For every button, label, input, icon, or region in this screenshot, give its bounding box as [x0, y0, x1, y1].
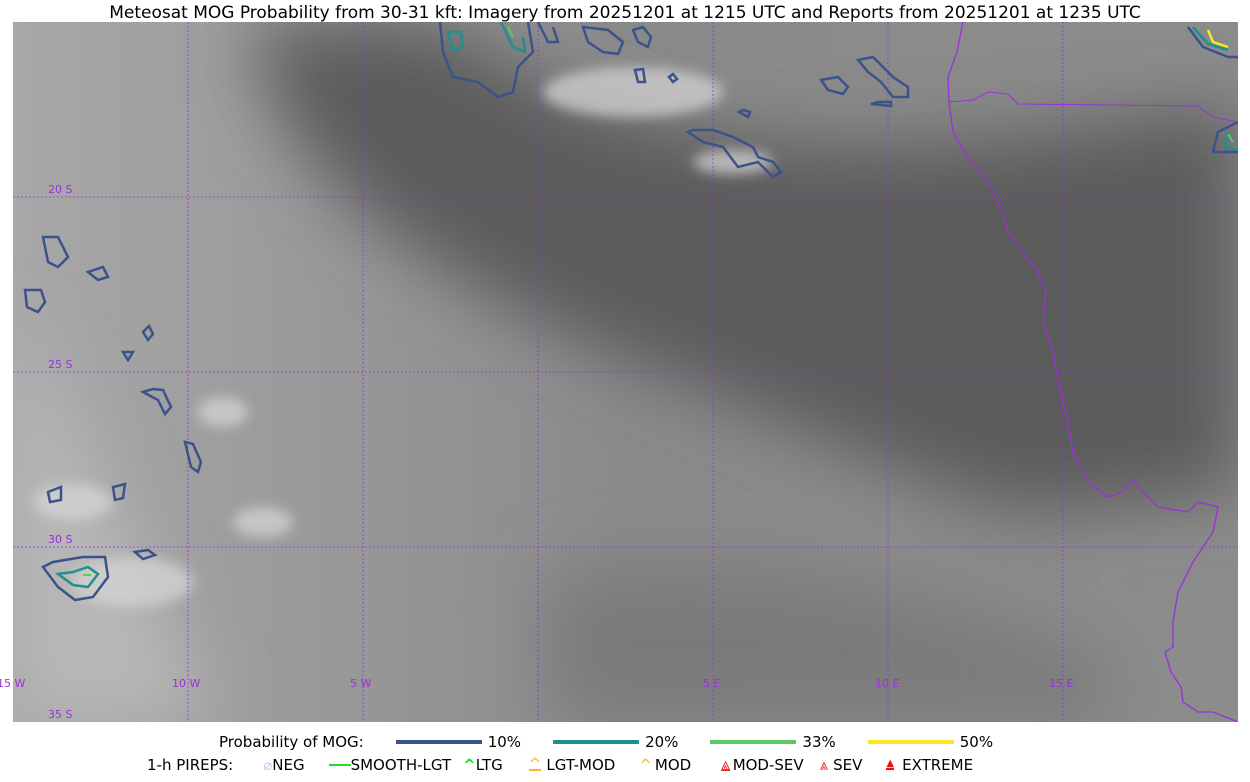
label-50pct: 50%: [959, 733, 994, 751]
lat-label-30s: 30 S: [48, 533, 73, 546]
caret-icon: ^: [463, 756, 476, 774]
swatch-10pct: [395, 740, 482, 744]
pireps-legend-title: 1-h PIREPS:: [147, 756, 234, 774]
dry-slot-band: [13, 22, 1238, 722]
border-line: [948, 91, 1238, 123]
pirep-ltg-label: LTG: [475, 756, 503, 774]
pirep-neg-label: NEG: [272, 756, 305, 774]
line-icon: [328, 764, 351, 766]
africa-coastline: [947, 22, 1238, 722]
chart-title: Meteosat MOG Probability from 30-31 kft:…: [109, 3, 1141, 23]
lon-label-10w: 10 W: [172, 677, 201, 690]
label-33pct: 33%: [802, 733, 836, 751]
caret-icon: ^: [639, 756, 652, 774]
neg-circle-slash-icon: ⌀: [263, 756, 273, 774]
lon-label-15w: 15 W: [0, 677, 26, 690]
probability-legend: Probability of MOG: 10% 20% 33% 50%: [0, 733, 1250, 751]
lon-label-10e: 10 E: [875, 677, 900, 690]
double-caret-bar-icon: ⩓: [721, 755, 730, 773]
double-caret-icon: ⩓: [819, 756, 829, 774]
swatch-20pct: [553, 740, 640, 744]
lon-label-5e: 5 E: [703, 677, 721, 690]
pireps-legend: 1-h PIREPS: ⌀ NEG SMOOTH-LGT ^ LTG ^ LGT…: [0, 756, 1250, 774]
satellite-map: [13, 22, 1238, 722]
mog-contours-10pct: [23, 22, 1238, 602]
mog-contours-33pct: [83, 26, 1234, 576]
lat-label-20s: 20 S: [48, 183, 73, 196]
filled-triangle-icon: ▲: [886, 758, 895, 770]
pirep-mod-label: MOD: [654, 756, 692, 774]
gridlines: [13, 22, 1238, 722]
lat-label-35s: 35 S: [48, 708, 73, 721]
lon-label-15e: 15 E: [1049, 677, 1074, 690]
caret-bar-icon: ^: [528, 755, 542, 773]
lat-label-25s: 25 S: [48, 358, 73, 371]
lon-label-5w: 5 W: [350, 677, 372, 690]
swatch-50pct: [867, 740, 954, 744]
swatch-33pct: [710, 740, 797, 744]
pirep-lgt-mod-label: LGT-MOD: [546, 756, 616, 774]
pirep-smooth-lgt-label: SMOOTH-LGT: [350, 756, 452, 774]
mog-contours-50pct: [1206, 29, 1229, 49]
cloud-patches: [33, 67, 773, 607]
pirep-sev-label: SEV: [833, 756, 863, 774]
mog-contours-20pct: [54, 22, 1238, 589]
pirep-extreme-label: EXTREME: [902, 756, 974, 774]
pirep-mod-sev-label: MOD-SEV: [732, 756, 804, 774]
label-10pct: 10%: [487, 733, 522, 751]
probability-legend-title: Probability of MOG:: [219, 733, 364, 751]
label-20pct: 20%: [645, 733, 679, 751]
